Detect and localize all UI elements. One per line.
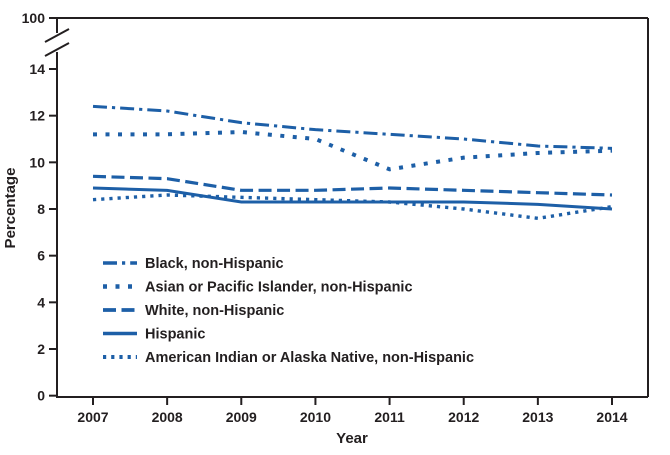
- y-tick-label-upper: 100: [22, 10, 46, 26]
- x-tick-label: 2011: [374, 409, 405, 425]
- legend-item: White, non-Hispanic: [103, 303, 284, 319]
- legend-label: White, non-Hispanic: [145, 303, 284, 319]
- y-tick-label: 10: [29, 154, 45, 170]
- axes: 0 2 4 6 8 10 12 14 100 2007 2008 2009 2010 2011 2012 20…: [22, 10, 648, 425]
- axis-break-slash-upper: [44, 28, 70, 43]
- series-line-hispanic: [92, 186, 613, 211]
- series-line-black-non-hispanic: [92, 104, 613, 150]
- x-tick-label: 2007: [77, 409, 108, 425]
- y-axis-title: Percentage: [2, 168, 19, 249]
- legend-label: Hispanic: [145, 327, 205, 343]
- x-tick-label: 2010: [300, 409, 331, 425]
- x-axis-title: Year: [336, 430, 368, 447]
- legend-label: Black, non-Hispanic: [145, 256, 284, 272]
- x-tick-label: 2013: [522, 409, 553, 425]
- y-tick-label: 14: [29, 61, 45, 77]
- legend-item: Hispanic: [103, 327, 205, 343]
- series-line-white-non-hispanic: [92, 174, 613, 197]
- axis-break-slash-lower: [44, 42, 70, 57]
- x-tick-label: 2008: [152, 409, 183, 425]
- legend-item: Asian or Pacific Islander, non-Hispanic: [103, 280, 413, 296]
- x-tick-label: 2009: [226, 409, 257, 425]
- legend: Black, non-Hispanic Asian or Pacific Isla…: [103, 256, 474, 366]
- x-tick-label: 2014: [596, 409, 627, 425]
- y-tick-label: 8: [37, 201, 45, 217]
- y-tick-label: 0: [37, 388, 45, 404]
- legend-item: Black, non-Hispanic: [103, 256, 284, 272]
- legend-label: American Indian or Alaska Native, non-Hi…: [145, 350, 474, 366]
- legend-label: Asian or Pacific Islander, non-Hispanic: [145, 280, 413, 296]
- series-line-american-indian-or-alaska-native-non-hispanic: [92, 193, 613, 221]
- y-tick-label: 6: [37, 248, 45, 264]
- legend-item: American Indian or Alaska Native, non-Hi…: [103, 350, 474, 366]
- y-tick-label: 4: [37, 294, 45, 310]
- y-tick-label: 2: [37, 341, 45, 357]
- series-line-asian-or-pacific-islander-non-hispanic: [93, 129, 613, 172]
- plot-frame: [57, 17, 649, 397]
- y-tick-label: 12: [29, 108, 45, 124]
- series-lines: [92, 104, 613, 221]
- x-tick-label: 2012: [448, 409, 479, 425]
